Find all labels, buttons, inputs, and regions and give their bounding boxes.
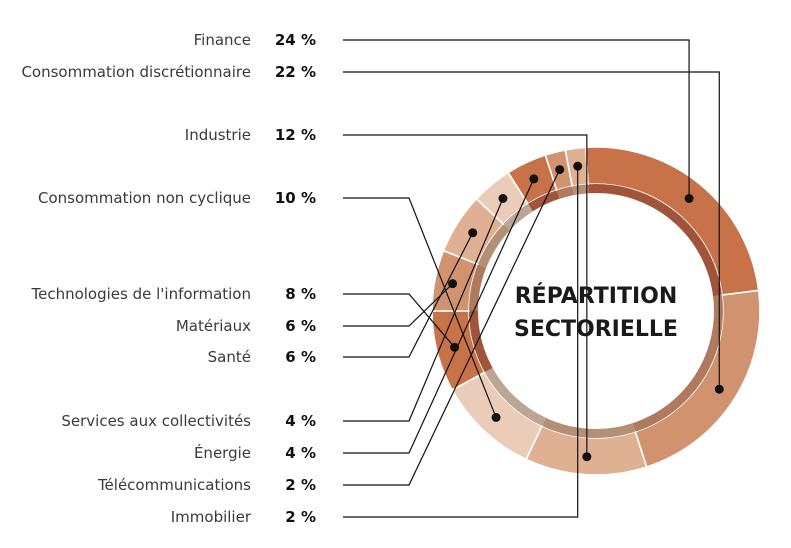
- slice-inner-services-aux-collectivites: [503, 203, 533, 231]
- label-consommation-discretionnaire: Consommation discrétionnaire: [21, 63, 251, 81]
- label-materiaux: Matériaux: [176, 317, 251, 335]
- label-telecommunications: Télécommunications: [97, 476, 251, 494]
- label-sante: Santé: [208, 348, 251, 366]
- value-consommation-discretionnaire: 22 %: [275, 63, 316, 81]
- leader-line-consommation-non-cyclique: [343, 197, 497, 418]
- value-finance: 24 %: [275, 31, 316, 49]
- leader-line-telecommunications: [343, 169, 561, 486]
- value-consommation-non-cyclique: 10 %: [275, 189, 316, 207]
- leader-line-services-aux-collectivites: [343, 198, 504, 422]
- label-immobilier: Immobilier: [171, 508, 252, 526]
- donut-segments: [431, 146, 761, 476]
- slice-inner-telecommunications: [556, 186, 574, 199]
- label-technologies-de-l-information: Technologies de l'information: [30, 285, 251, 303]
- value-technologies-de-l-information: 8 %: [285, 285, 316, 303]
- slice-inner-technologies-de-l-information: [469, 311, 493, 373]
- value-materiaux: 6 %: [285, 317, 316, 335]
- value-energie: 4 %: [285, 444, 316, 462]
- leader-line-materiaux: [343, 283, 454, 327]
- slice-finance: [584, 146, 760, 296]
- chart-title-line-1: RÉPARTITION: [515, 283, 678, 309]
- label-industrie: Industrie: [185, 126, 251, 144]
- leader-dot-technologies-de-l-information: [450, 342, 460, 352]
- label-consommation-non-cyclique: Consommation non cyclique: [38, 189, 251, 207]
- slice-inner-consommation-discretionnaire: [632, 295, 723, 432]
- leader-line-industrie: [343, 134, 588, 457]
- leader-dot-telecommunications: [555, 165, 565, 175]
- value-telecommunications: 2 %: [285, 476, 316, 494]
- label-finance: Finance: [194, 31, 251, 49]
- leader-dot-industrie: [582, 452, 592, 462]
- leader-lines: [343, 39, 724, 518]
- leader-line-energie: [343, 178, 535, 454]
- slice-inner-sante: [477, 224, 510, 268]
- leader-line-immobilier: [343, 166, 579, 518]
- leader-dot-services-aux-collectivites: [498, 194, 508, 204]
- leader-dot-energie: [529, 174, 539, 184]
- leader-dot-consommation-discretionnaire: [714, 384, 724, 394]
- leader-dot-finance: [684, 194, 694, 204]
- chart-title-line-2: SECTORIELLE: [514, 317, 678, 342]
- slice-inner-energie: [527, 190, 560, 212]
- legend-labels: Finance 24 % Consommation discrétionnaire 2…: [21, 31, 316, 526]
- value-services-aux-collectivites: 4 %: [285, 412, 316, 430]
- label-energie: Énergie: [194, 443, 251, 462]
- leader-line-consommation-discretionnaire: [343, 71, 720, 390]
- value-industrie: 12 %: [275, 126, 316, 144]
- leader-dot-immobilier: [573, 161, 583, 171]
- label-services-aux-collectivites: Services aux collectivités: [61, 412, 251, 430]
- value-immobilier: 2 %: [285, 508, 316, 526]
- slice-inner-immobilier: [572, 184, 589, 196]
- leader-line-technologies-de-l-information: [343, 293, 456, 348]
- slice-inner-finance: [588, 184, 722, 297]
- slice-inner-consommation-non-cyclique: [484, 367, 546, 426]
- slice-inner-materiaux: [469, 264, 487, 311]
- slice-inner-industrie: [541, 417, 636, 438]
- leader-dot-sante: [468, 228, 478, 238]
- leader-dot-consommation-non-cyclique: [491, 412, 501, 422]
- leader-line-finance: [343, 39, 690, 199]
- value-sante: 6 %: [285, 348, 316, 366]
- leader-dot-materiaux: [448, 279, 458, 289]
- leader-line-sante: [343, 232, 474, 358]
